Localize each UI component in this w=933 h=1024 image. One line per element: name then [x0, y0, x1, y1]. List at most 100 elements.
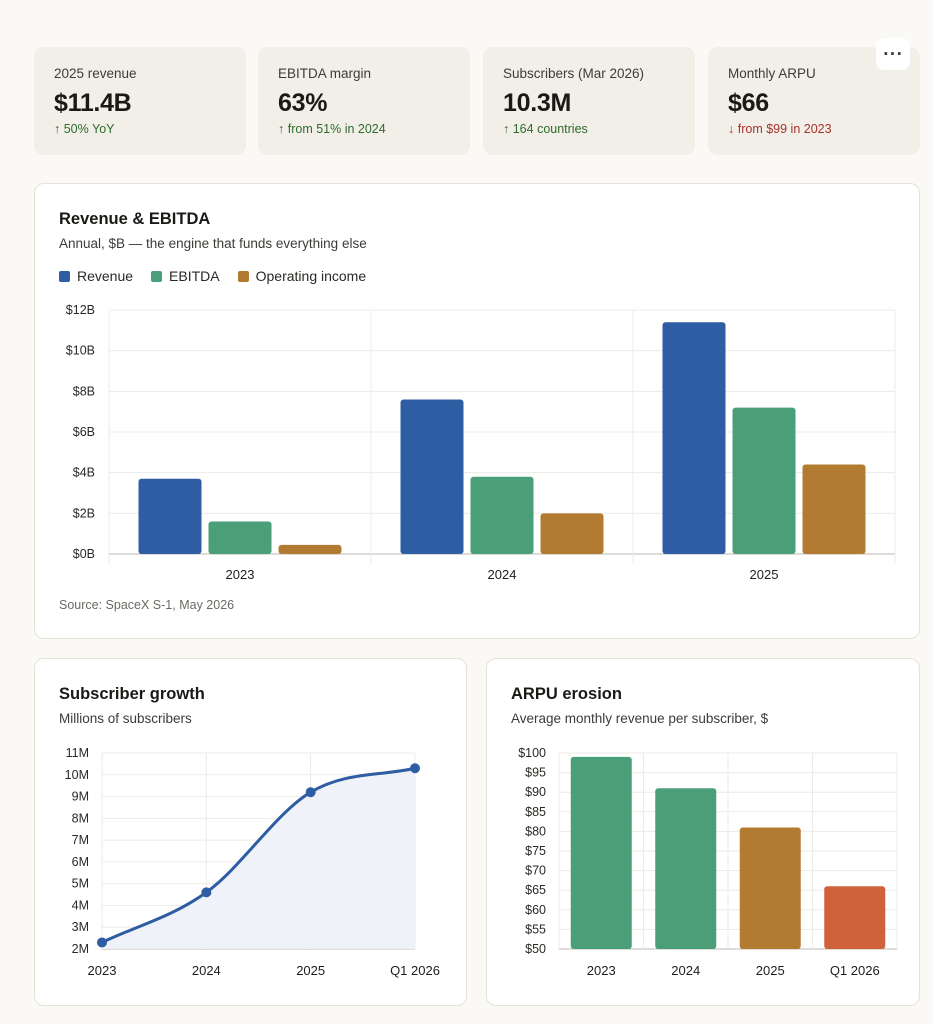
x-tick-label: 2024 [192, 963, 221, 978]
legend-item-ebitda: EBITDA [151, 268, 220, 284]
data-point [410, 763, 420, 774]
card-title: Revenue & EBITDA [59, 210, 211, 228]
y-tick-label: $75 [525, 844, 546, 858]
x-tick-label: Q1 2026 [390, 963, 440, 978]
bar-ebitda [470, 476, 534, 554]
y-tick-label: $10B [66, 344, 95, 358]
more-options-button[interactable]: ··· [876, 38, 910, 70]
y-tick-label: $95 [525, 766, 546, 780]
bar-arpu [570, 756, 632, 949]
y-tick-label: 11M [66, 746, 89, 760]
data-point [305, 787, 316, 798]
y-tick-label: $50 [525, 942, 546, 956]
y-tick-label: $12B [66, 303, 95, 317]
kpi-delta: ↓ from $99 in 2023 [728, 121, 900, 137]
x-tick-label: 2025 [750, 567, 779, 582]
bar-operating-income [802, 464, 866, 554]
y-tick-label: 10M [65, 768, 89, 782]
bar-revenue [138, 478, 202, 554]
y-tick-label: $80 [525, 824, 546, 838]
legend-item-operating-income: Operating income [237, 268, 367, 284]
y-tick-label: 5M [72, 877, 89, 891]
kpi-card-ebitda-margin: EBITDA margin 63% ↑ from 51% in 2024 [258, 47, 470, 155]
area-fill [102, 768, 415, 949]
arrow-up-icon: ↑ [503, 122, 510, 136]
legend-label: Operating income [255, 268, 367, 284]
kpi-delta: ↑ from 51% in 2024 [278, 121, 450, 137]
card-title: ARPU erosion [511, 685, 622, 703]
y-tick-label: $100 [518, 746, 546, 760]
y-tick-label: 9M [72, 790, 89, 804]
x-tick-label: Q1 2026 [830, 963, 880, 978]
y-tick-label: $0B [73, 547, 95, 561]
kpi-value: 10.3M [503, 89, 571, 117]
x-tick-label: 2024 [671, 963, 700, 978]
kpi-delta-text: 50% YoY [63, 122, 115, 136]
arrow-up-icon: ↑ [278, 122, 285, 136]
subscriber-growth-card: Subscriber growth Millions of subscriber… [34, 658, 467, 1006]
chart-legend: Revenue EBITDA Operating income [59, 268, 384, 284]
x-tick-label: 2023 [88, 963, 117, 978]
y-tick-label: $8B [73, 384, 95, 398]
y-tick-label: $65 [525, 883, 546, 897]
x-tick-label: 2024 [488, 567, 517, 582]
legend-swatch [237, 270, 249, 282]
bar-revenue [662, 322, 726, 554]
y-tick-label: $70 [525, 864, 546, 878]
y-tick-label: $60 [525, 903, 546, 917]
bar-revenue [400, 399, 464, 554]
legend-item-revenue: Revenue [59, 268, 133, 284]
bar-operating-income [540, 513, 604, 554]
kpi-row: 2025 revenue $11.4B ↑ 50% YoY EBITDA mar… [34, 47, 920, 155]
subscriber-line-chart: 2M 3M 4M 5M 6M 7M 8M 9M 10M 11M 2023 2024 2025 Q1 202… [65, 746, 440, 978]
kpi-label: Monthly ARPU [728, 66, 816, 81]
y-tick-label: 6M [72, 855, 89, 869]
kpi-delta: ↑ 164 countries [503, 121, 675, 137]
y-tick-label: 7M [72, 833, 89, 847]
bar-arpu [739, 827, 801, 949]
y-tick-label: 2M [72, 942, 89, 956]
kpi-value: 63% [278, 89, 328, 117]
legend-swatch [151, 270, 163, 282]
kpi-delta: ↑ 50% YoY [54, 121, 226, 137]
arpu-erosion-card: ARPU erosion Average monthly revenue per… [486, 658, 920, 1006]
card-title: Subscriber growth [59, 685, 205, 703]
x-tick-label: 2023 [226, 567, 255, 582]
kpi-card-revenue: 2025 revenue $11.4B ↑ 50% YoY [34, 47, 246, 155]
y-tick-label: $4B [73, 466, 95, 480]
bar-ebitda [208, 521, 272, 554]
kpi-delta-text: from 51% in 2024 [287, 122, 386, 136]
card-subtitle: Millions of subscribers [59, 711, 192, 726]
y-tick-label: $90 [525, 785, 546, 799]
legend-label: Revenue [77, 268, 134, 284]
kpi-delta-text: 164 countries [512, 122, 588, 136]
y-tick-label: 3M [72, 920, 89, 934]
kpi-label: 2025 revenue [54, 66, 137, 81]
arrow-up-icon: ↑ [54, 122, 61, 136]
bar-ebitda [732, 407, 796, 554]
y-tick-label: $85 [525, 805, 546, 819]
y-tick-label: 4M [72, 898, 89, 912]
y-tick-label: 8M [72, 811, 89, 825]
kpi-value: $66 [728, 89, 769, 117]
card-subtitle: Annual, $B — the engine that funds every… [59, 236, 367, 251]
bar-operating-income [278, 544, 342, 554]
x-tick-label: 2023 [587, 963, 616, 978]
legend-label: EBITDA [169, 268, 220, 284]
y-tick-label: $6B [73, 425, 95, 439]
data-point [97, 937, 107, 948]
data-point [201, 887, 212, 898]
y-tick-label: $2B [73, 506, 95, 520]
arpu-bar-chart: $50 $55 $60 $65 $70 $75 $80 $85 $90 $95 $100 2023 20… [518, 746, 898, 978]
x-tick-label: 2025 [296, 963, 325, 978]
bar-arpu [824, 886, 886, 949]
x-tick-label: 2025 [756, 963, 785, 978]
kpi-card-subscribers: Subscribers (Mar 2026) 10.3M ↑ 164 count… [483, 47, 695, 155]
card-subtitle: Average monthly revenue per subscriber, … [511, 711, 769, 726]
revenue-ebitda-card: Revenue & EBITDA Annual, $B — the engine… [34, 183, 920, 639]
y-tick-label: $55 [525, 922, 546, 936]
revenue-bar-chart: $0B $2B $4B $6B $8B $10B $12B 2023 2024 2025 [66, 303, 896, 582]
kpi-delta-text: from $99 in 2023 [737, 122, 832, 136]
arrow-down-icon: ↓ [728, 122, 735, 136]
kpi-label: Subscribers (Mar 2026) [503, 66, 645, 81]
